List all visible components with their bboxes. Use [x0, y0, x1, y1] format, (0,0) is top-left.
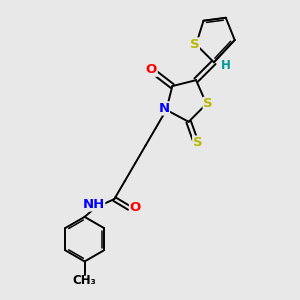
Text: S: S: [203, 98, 213, 110]
Text: O: O: [130, 202, 141, 214]
Text: H: H: [221, 59, 231, 72]
Text: S: S: [190, 38, 200, 51]
Text: NH: NH: [82, 198, 105, 211]
Text: CH₃: CH₃: [73, 274, 97, 287]
Text: N: N: [158, 102, 169, 115]
Text: O: O: [146, 63, 157, 76]
Text: S: S: [193, 136, 202, 149]
